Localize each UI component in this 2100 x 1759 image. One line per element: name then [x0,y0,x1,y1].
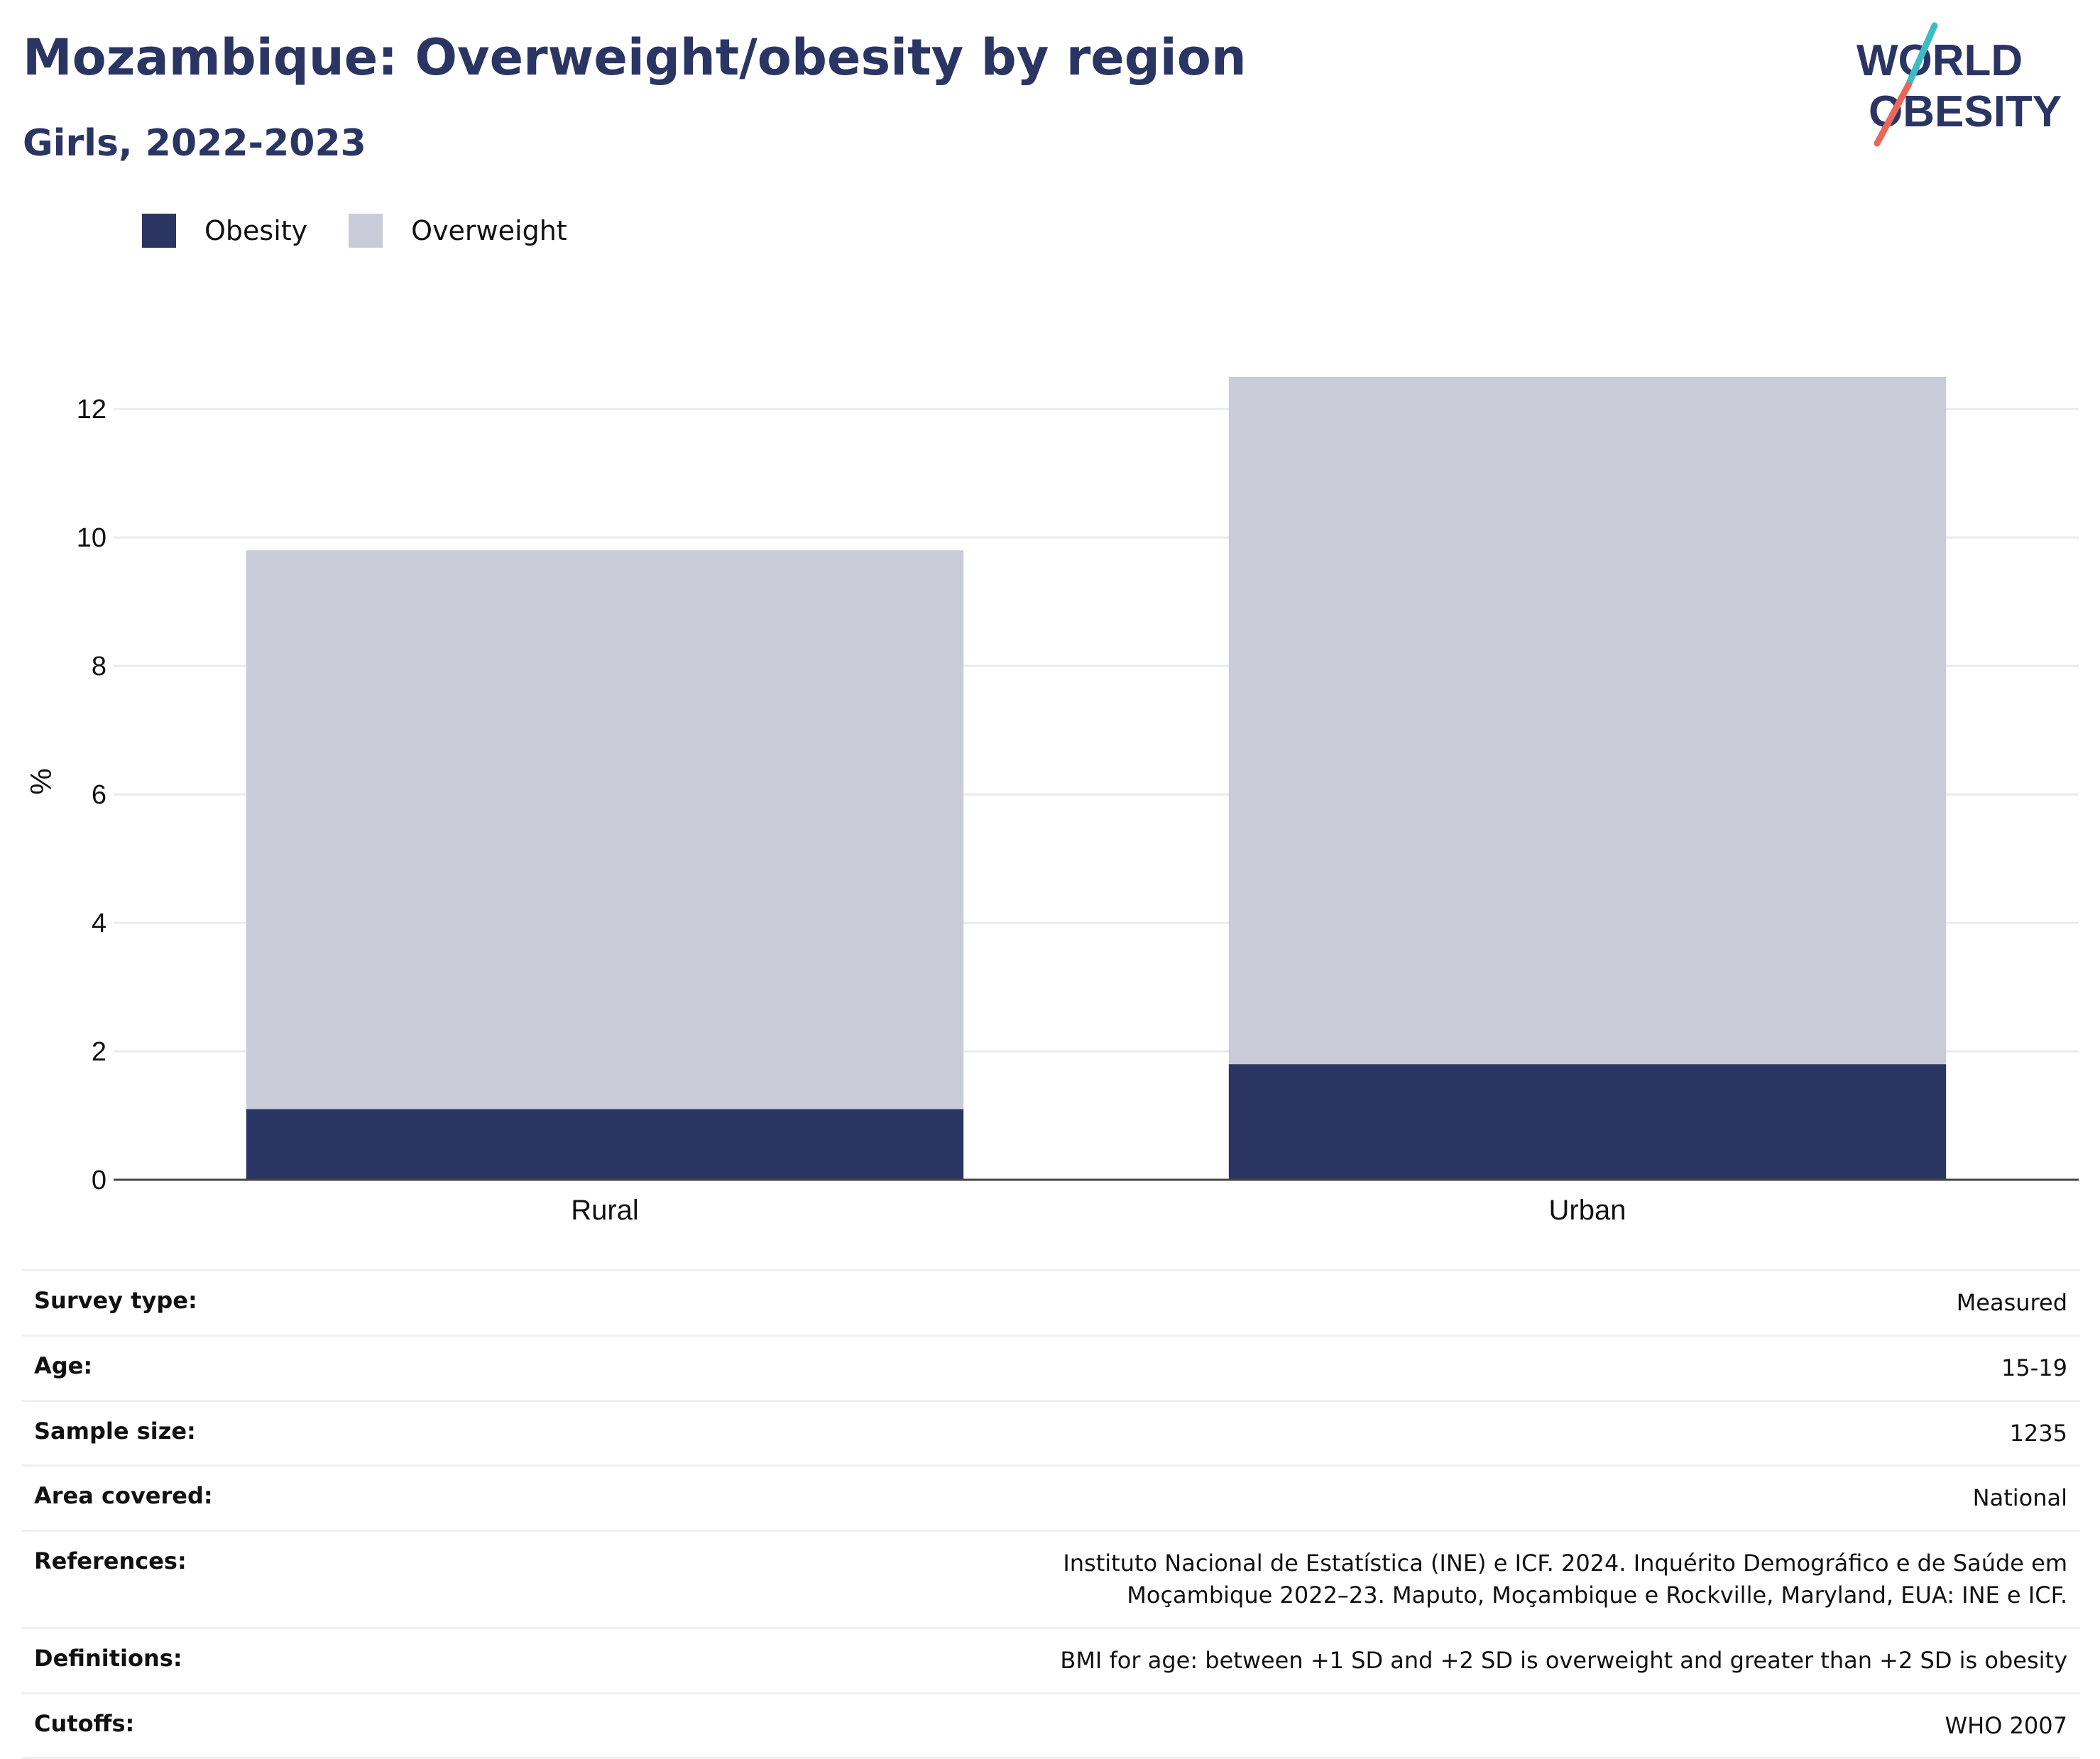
chart-subtitle: Girls, 2022-2023 [23,122,366,165]
info-value: Measured [444,1269,2080,1337]
bar-chart: 0 2 4 6 8 10 12 Rural Urban% [24,376,2079,1226]
info-row-survey-type: Survey type: Measured [21,1269,2080,1337]
y-tick-label: 8 [92,652,106,681]
x-tick-label: Rural [571,1195,639,1226]
info-row-definitions: Definitions: BMI for age: between +1 SD … [21,1628,2080,1694]
info-value: BMI for age: between +1 SD and +2 SD is … [444,1628,2080,1694]
info-value: WHO 2007 [444,1693,2080,1759]
legend-item-obesity[interactable]: Obesity [142,214,307,248]
info-row-area-covered: Area covered: National [21,1465,2080,1533]
logo-slash-top [1905,22,1938,89]
bar-obesity-urban [1228,1064,1947,1180]
info-value: 1235 [444,1401,2080,1467]
info-label: Age: [21,1335,444,1402]
y-tick-label: 12 [77,395,106,424]
info-label: Definitions: [21,1628,444,1694]
info-value: 15-19 [444,1335,2080,1402]
bar-overweight-urban [1228,376,1947,1065]
chart-title: Mozambique: Overweight/obesity by region [23,28,1247,87]
x-tick-label: Urban [1549,1195,1626,1226]
y-tick-label: 2 [92,1037,106,1067]
info-value: Instituto Nacional de Estatística (INE) … [444,1530,2080,1629]
legend-item-overweight[interactable]: Overweight [349,214,567,248]
info-row-cutoffs: Cutoffs: WHO 2007 [21,1693,2080,1759]
legend-label-overweight: Overweight [411,215,567,246]
info-row-references: References: Instituto Nacional de Estatí… [21,1530,2080,1629]
info-label: Cutoffs: [21,1693,444,1759]
legend-swatch-overweight [349,214,383,248]
world-obesity-logo: WORLD OBESITY [1856,22,2062,147]
legend: Obesity Overweight [142,209,608,252]
y-tick-label: 6 [92,780,106,810]
info-label: Area covered: [21,1465,444,1533]
y-tick-label: 4 [92,909,106,938]
logo-slash-bottom [1874,82,1912,147]
info-row-age: Age: 15-19 [21,1335,2080,1402]
y-axis-label: % [24,768,58,794]
info-row-sample-size: Sample size: 1235 [21,1401,2080,1467]
info-label: Survey type: [21,1269,444,1337]
info-label: Sample size: [21,1401,444,1467]
legend-label-obesity: Obesity [204,215,308,246]
y-tick-label: 0 [92,1166,106,1195]
bar-overweight-rural [246,550,964,1109]
info-label: References: [21,1530,444,1629]
legend-swatch-obesity [142,214,176,248]
y-tick-label: 10 [77,523,106,553]
logo-line-1: WORLD [1856,36,2023,85]
bar-obesity-rural [246,1109,964,1180]
survey-info-table: Survey type: Measured Age: 15-19 Sample … [21,1269,2080,1759]
info-value: National [444,1465,2080,1533]
